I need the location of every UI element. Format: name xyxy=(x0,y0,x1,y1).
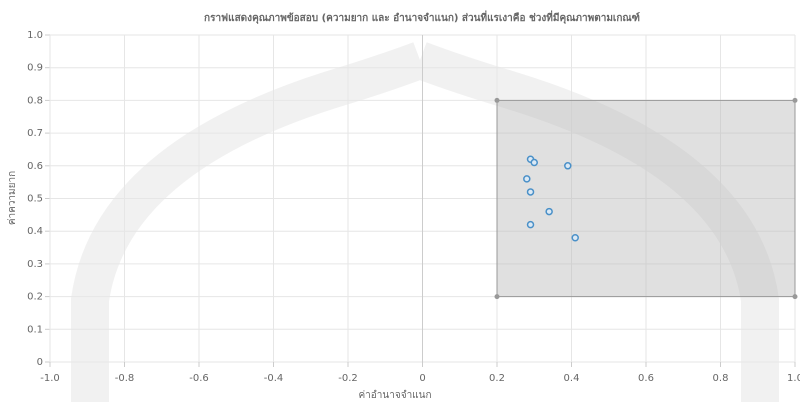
point xyxy=(545,207,553,216)
y-tick-label: 0.5 xyxy=(27,194,43,205)
x-tick-label: 0.4 xyxy=(564,373,580,384)
shaded-region xyxy=(496,99,796,298)
y-tick-label: 0.9 xyxy=(27,63,43,74)
point xyxy=(571,233,579,242)
region-corner xyxy=(494,97,500,103)
point xyxy=(564,162,572,170)
x-tick-label: 1.0 xyxy=(787,373,800,384)
x-tick-label: 0.8 xyxy=(713,373,729,384)
x-tick-label: -0.2 xyxy=(338,373,358,384)
y-tick-label: 0 xyxy=(37,357,43,368)
point xyxy=(530,158,538,167)
y-tick-label: 0.3 xyxy=(27,259,43,270)
y-tick-label: 0.8 xyxy=(27,95,43,106)
chart-title: กราฟแสดงคุณภาพข้อสอบ (ความยาก และ อำนาจจ… xyxy=(204,10,640,24)
point xyxy=(526,220,535,229)
point xyxy=(523,175,531,183)
region-corner xyxy=(792,294,798,300)
y-tick-label: 0.2 xyxy=(27,292,43,303)
x-tick-label: -0.8 xyxy=(115,373,135,384)
y-tick-label: 0.6 xyxy=(27,161,43,172)
watermark-arch xyxy=(71,42,427,402)
point xyxy=(526,188,535,196)
x-tick-label: 0.2 xyxy=(489,373,505,384)
watermark-arch xyxy=(413,42,779,402)
x-tick-label: 0 xyxy=(419,373,425,384)
y-axis-label: ค่าความยาก xyxy=(7,171,18,225)
x-tick-label: -0.6 xyxy=(189,373,209,384)
y-tick-label: 1.0 xyxy=(27,30,43,41)
x-tick-label: -1.0 xyxy=(40,373,60,384)
x-tick-label: -0.4 xyxy=(264,373,284,384)
y-tick-label: 0.7 xyxy=(27,128,43,139)
y-tick-label: 0.1 xyxy=(27,324,43,335)
region-corner xyxy=(792,97,798,103)
watermark xyxy=(71,42,779,402)
region-corner xyxy=(494,294,500,300)
x-axis-label: ค่าอำนาจจำแนก xyxy=(358,390,431,401)
y-tick-label: 0.4 xyxy=(27,226,43,237)
x-tick-label: 0.6 xyxy=(638,373,654,384)
